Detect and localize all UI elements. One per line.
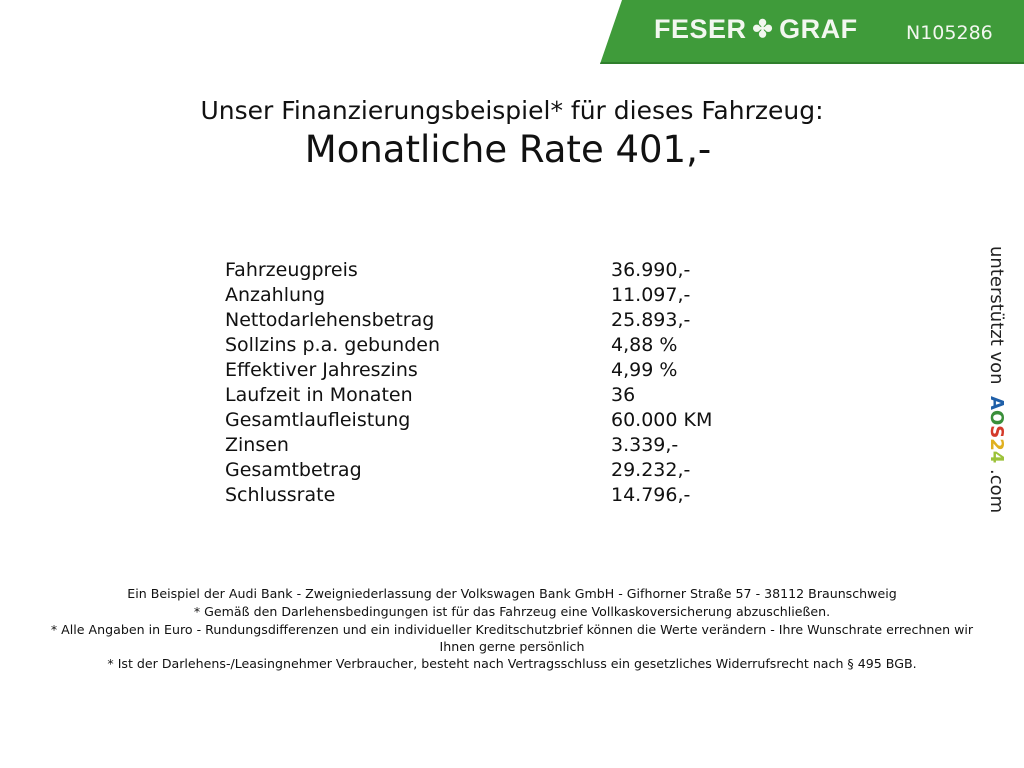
row-label: Sollzins p.a. gebunden xyxy=(225,334,440,356)
clover-icon: ✤ xyxy=(752,15,774,43)
row-value: 25.893,- xyxy=(611,309,691,331)
row-value: 3.339,- xyxy=(611,434,679,456)
row-label: Anzahlung xyxy=(225,284,326,306)
row-label: Gesamtbetrag xyxy=(225,459,362,481)
table-row: Fahrzeugpreis 36.990,- xyxy=(225,258,712,283)
disclaimer-insurance: * Gemäß den Darlehensbedingungen ist für… xyxy=(193,604,831,619)
row-label: Nettodarlehensbetrag xyxy=(225,309,435,331)
financing-table: Fahrzeugpreis 36.990,- Anzahlung 11.097,- … xyxy=(225,258,712,508)
table-row: Gesamtlaufleistung 60.000 KM xyxy=(225,408,712,433)
table-row: Effektiver Jahreszins 4,99 % xyxy=(225,358,712,383)
logo-letter: S xyxy=(986,425,1007,439)
credit-suffix: .com xyxy=(986,469,1007,514)
logo-letter: 4 xyxy=(986,450,1007,464)
row-label: Laufzeit in Monaten xyxy=(225,384,413,406)
monthly-rate: Monatliche Rate 401,- xyxy=(304,128,712,171)
row-label: Schlussrate xyxy=(225,484,336,506)
logo-letter: A xyxy=(986,396,1007,410)
table-row: Schlussrate 14.796,- xyxy=(225,483,712,508)
page-title: Unser Finanzierungsbeispiel* für dieses … xyxy=(200,96,824,125)
credit-prefix: unterstützt von xyxy=(986,246,1007,385)
logo-letter: O xyxy=(986,409,1007,426)
row-value: 4,99 % xyxy=(611,359,678,381)
vehicle-code: N105286 xyxy=(906,22,993,44)
table-row: Zinsen 3.339,- xyxy=(225,433,712,458)
table-row: Anzahlung 11.097,- xyxy=(225,283,712,308)
brand-logo: FESER ✤ GRAF xyxy=(654,14,858,45)
disclaimer-euro: * Alle Angaben in Euro - Rundungsdiffere… xyxy=(50,622,974,654)
row-value: 4,88 % xyxy=(611,334,678,356)
row-value: 60.000 KM xyxy=(611,409,713,431)
disclaimer-bank: Ein Beispiel der Audi Bank - Zweignieder… xyxy=(127,586,897,601)
row-label: Fahrzeugpreis xyxy=(225,259,358,281)
table-row: Sollzins p.a. gebunden 4,88 % xyxy=(225,333,712,358)
disclaimer-revocation: * Ist der Darlehens-/Leasingnehmer Verbr… xyxy=(107,656,917,671)
row-value: 36 xyxy=(611,384,636,406)
table-row: Gesamtbetrag 29.232,- xyxy=(225,458,712,483)
logo-letter: 2 xyxy=(986,438,1007,451)
row-label: Zinsen xyxy=(225,434,289,456)
brand-name: FESER xyxy=(654,14,747,44)
row-value: 29.232,- xyxy=(611,459,691,481)
disclaimer: Ein Beispiel der Audi Bank - Zweignieder… xyxy=(40,585,984,672)
row-label: Effektiver Jahreszins xyxy=(225,359,418,381)
aos24-credit: unterstützt von AOS24 .com xyxy=(986,246,1007,513)
row-label: Gesamtlaufleistung xyxy=(225,409,411,431)
table-row: Nettodarlehensbetrag 25.893,- xyxy=(225,308,712,333)
row-value: 36.990,- xyxy=(611,259,691,281)
row-value: 14.796,- xyxy=(611,484,691,506)
row-value: 11.097,- xyxy=(611,284,691,306)
brand-banner: FESER ✤ GRAF N105286 xyxy=(600,0,1024,64)
aos24-logo: AOS24 xyxy=(986,396,1007,463)
table-row: Laufzeit in Monaten 36 xyxy=(225,383,712,408)
brand-name-2: GRAF xyxy=(779,14,858,44)
